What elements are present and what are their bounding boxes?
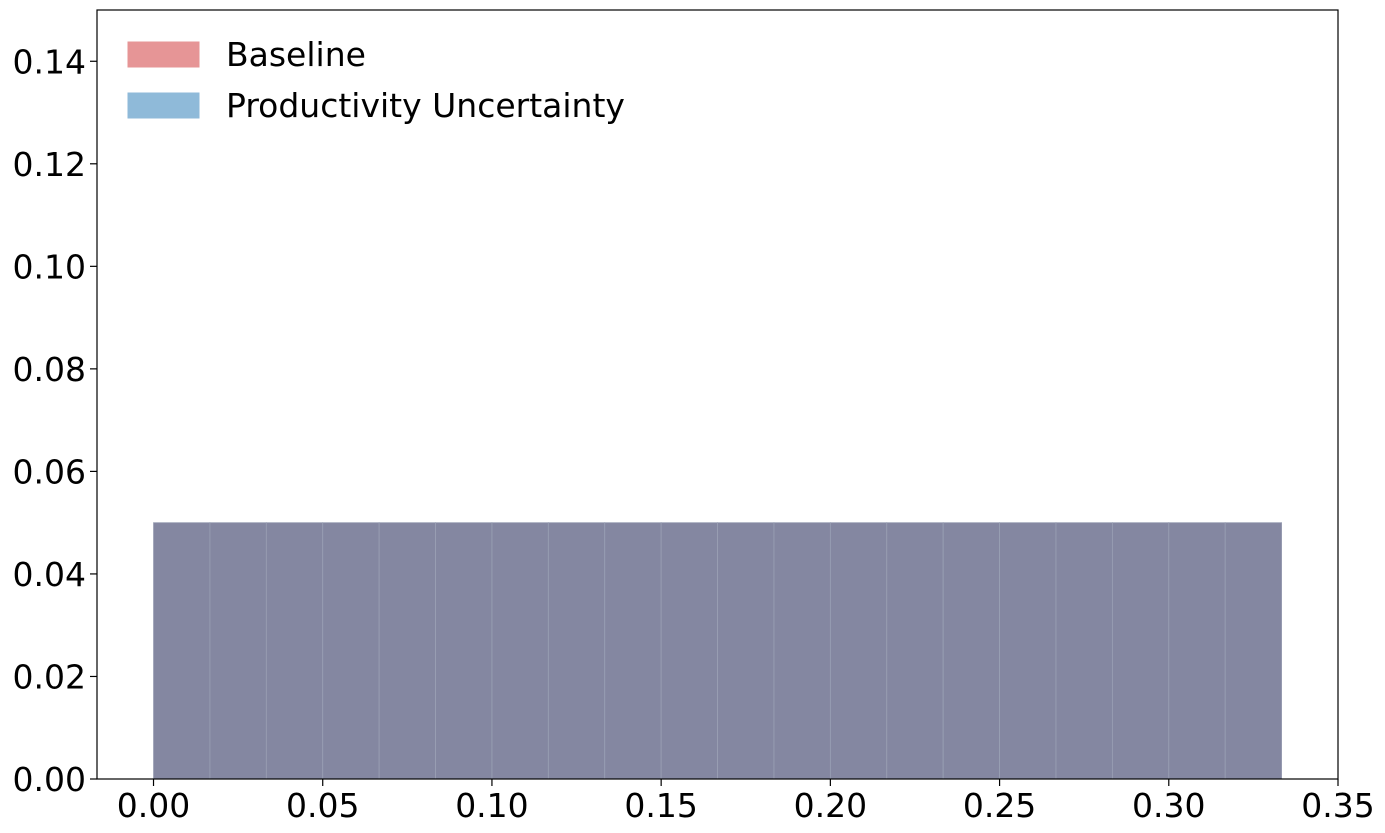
- x-tick-label: 0.35: [1301, 786, 1374, 825]
- histogram-bar: [153, 522, 211, 780]
- histogram-bar: [660, 522, 718, 780]
- y-tick-label: 0.06: [13, 452, 86, 491]
- histogram-bar: [322, 522, 380, 780]
- histogram-bar: [604, 522, 662, 780]
- legend-swatch: [127, 92, 200, 119]
- y-tick-label: 0.02: [13, 657, 86, 696]
- histogram-bar: [435, 522, 493, 780]
- histogram-bar: [547, 522, 606, 780]
- legend-swatch: [127, 41, 200, 68]
- x-tick-label: 0.25: [963, 786, 1036, 825]
- x-tick-label: 0.00: [117, 786, 190, 825]
- plot-frame: [96, 9, 1339, 780]
- x-axis: 0.00 0.05 0.10 0.15 0.20 0.25 0.30 0.35: [117, 779, 1375, 825]
- y-tick-label: 0.04: [13, 555, 86, 594]
- x-tick-label: 0.05: [286, 786, 359, 825]
- histogram-bar: [1055, 522, 1113, 780]
- x-tick-label: 0.15: [624, 786, 697, 825]
- x-tick-label: 0.20: [794, 786, 867, 825]
- legend-label: Baseline: [226, 35, 366, 74]
- histogram-bar: [378, 522, 436, 780]
- histogram-bar: [829, 522, 888, 780]
- histogram-bar: [999, 522, 1057, 780]
- x-tick-label: 0.10: [455, 786, 528, 825]
- histogram-bar: [1111, 522, 1170, 780]
- histogram-bar: [717, 522, 775, 780]
- y-tick-label: 0.08: [13, 350, 86, 389]
- x-tick-label: 0.30: [1132, 786, 1205, 825]
- y-axis: 0.00 0.02 0.04 0.06 0.08 0.10 0.12 0.14: [13, 42, 97, 799]
- y-tick-label: 0.10: [13, 247, 86, 286]
- histogram-bar: [491, 522, 549, 780]
- legend: Baseline Productivity Uncertainty: [127, 35, 625, 125]
- bars-group: [153, 522, 1282, 780]
- y-tick-label: 0.12: [13, 145, 86, 184]
- histogram-bar: [1224, 522, 1282, 780]
- y-tick-label: 0.00: [13, 760, 86, 799]
- histogram-bar: [209, 522, 267, 780]
- y-tick-label: 0.14: [13, 42, 86, 81]
- histogram-bar: [1168, 522, 1226, 780]
- histogram-bar: [886, 522, 944, 780]
- histogram-bar: [265, 522, 324, 780]
- legend-label: Productivity Uncertainty: [226, 86, 625, 125]
- histogram-bar: [773, 522, 831, 780]
- histogram-bar: [942, 522, 1000, 780]
